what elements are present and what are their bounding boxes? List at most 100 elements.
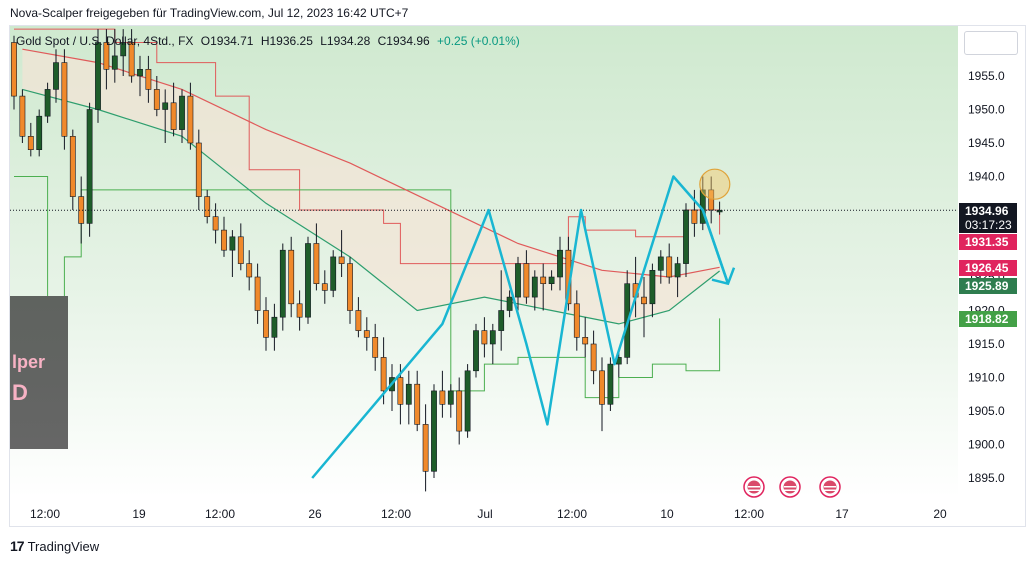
- candle-body: [19, 95, 26, 137]
- symbol-legend: Gold Spot / U.S. Dollar, 4Std., FX O1934…: [16, 34, 524, 48]
- price-label-text: 1926.45: [965, 261, 1009, 275]
- candle-body: [414, 383, 421, 425]
- price-label-text: 1934.96: [965, 204, 1009, 218]
- legend-open: O1934.71: [200, 34, 254, 48]
- candle-body: [557, 249, 563, 278]
- us-flag-stripe: [748, 486, 760, 488]
- candle-body: [481, 330, 488, 345]
- us-flag-stripe: [784, 486, 796, 488]
- candle-body: [179, 95, 185, 130]
- arrow-head: [711, 267, 736, 286]
- watermark-text-2: D: [12, 380, 28, 405]
- candle-body: [296, 303, 303, 318]
- candle-body: [548, 276, 555, 284]
- candle-body: [523, 263, 530, 298]
- candle-body: [95, 42, 101, 110]
- candle-body: [691, 209, 698, 224]
- candle-body: [498, 310, 505, 331]
- candle-body: [212, 216, 219, 231]
- x-tick-label: 12:00: [381, 507, 411, 521]
- x-tick-label: 17: [835, 507, 849, 521]
- candle-body: [422, 424, 429, 472]
- price-label: [959, 234, 1017, 250]
- indicator-toggle-box[interactable]: [964, 31, 1018, 55]
- price-label-text: 1925.89: [965, 279, 1009, 293]
- candle-body: [607, 363, 614, 405]
- candle-body: [187, 95, 194, 144]
- candle-body: [573, 303, 580, 338]
- candle-body: [540, 276, 547, 284]
- candle-body: [473, 330, 479, 372]
- trail-stop-red: [14, 28, 721, 265]
- candle-body: [111, 55, 118, 70]
- tradingview-logo-icon: 17: [10, 538, 25, 554]
- candle-body: [288, 249, 295, 305]
- tradingview-footer[interactable]: 17 TradingView: [10, 538, 99, 554]
- candle-body: [657, 256, 664, 271]
- x-tick-label: Jul: [477, 507, 492, 521]
- candle-body: [330, 256, 337, 291]
- candle-body: [716, 209, 723, 213]
- y-tick-label: 1900.0: [968, 438, 1005, 452]
- candle-body: [641, 296, 647, 305]
- candle-body: [464, 370, 471, 432]
- candle-body: [229, 236, 236, 251]
- us-flag-stripe: [824, 489, 836, 491]
- candle-body: [683, 209, 689, 264]
- candle-body: [599, 370, 605, 405]
- legend-change: +0.25 (+0.01%): [437, 34, 520, 48]
- candle-body: [674, 263, 681, 278]
- ma-band: [22, 49, 720, 324]
- candle-body: [61, 62, 68, 137]
- candle-body: [531, 276, 538, 298]
- candle-body: [372, 336, 379, 358]
- candle-body: [36, 115, 43, 150]
- watermark-text-1: lper: [12, 352, 45, 372]
- candle-body: [204, 196, 211, 218]
- candle-body: [145, 69, 152, 90]
- candle-body: [582, 336, 589, 345]
- candle-body: [489, 330, 496, 345]
- x-tick-label: 19: [132, 507, 146, 521]
- candle-body: [44, 89, 51, 117]
- candle-body: [708, 189, 715, 211]
- candle-body: [506, 296, 513, 311]
- y-tick-label: 1895.0: [968, 471, 1005, 485]
- candle-body: [128, 42, 135, 77]
- candle-body: [120, 42, 127, 57]
- candle-body: [254, 276, 261, 311]
- projection-arrow: [701, 209, 730, 285]
- price-label-text: 1931.35: [965, 235, 1009, 249]
- price-label: [959, 260, 1017, 276]
- candle-body: [137, 69, 143, 77]
- candle-body: [515, 263, 521, 298]
- candle-body: [338, 256, 345, 264]
- candle-body: [347, 263, 353, 311]
- candle-body: [397, 377, 404, 405]
- x-tick-label: 12:00: [205, 507, 235, 521]
- x-tick-label: 26: [308, 507, 322, 521]
- candle-body: [431, 390, 437, 472]
- candle-body: [666, 256, 673, 278]
- price-label: [959, 311, 1017, 327]
- x-tick-label: 12:00: [557, 507, 587, 521]
- x-tick-label: 12:00: [30, 507, 60, 521]
- candle-body: [263, 310, 269, 338]
- candle-body: [355, 310, 362, 331]
- candle-body: [279, 249, 286, 318]
- price-label-text: 1918.82: [965, 312, 1009, 326]
- candle-body: [321, 283, 328, 291]
- chart-frame[interactable]: [9, 25, 1026, 527]
- candle-body: [271, 316, 278, 338]
- legend-low: L1934.28: [320, 34, 371, 48]
- y-tick-label: 1940.0: [968, 170, 1005, 184]
- candle-body: [363, 330, 370, 338]
- candle-body: [590, 343, 597, 372]
- highlight-circle: [699, 168, 731, 200]
- candle-body: [27, 136, 34, 151]
- candle-body: [69, 136, 76, 197]
- candle-body: [380, 357, 387, 392]
- y-tick-label: 1905.0: [968, 404, 1005, 418]
- price-label: [959, 278, 1017, 294]
